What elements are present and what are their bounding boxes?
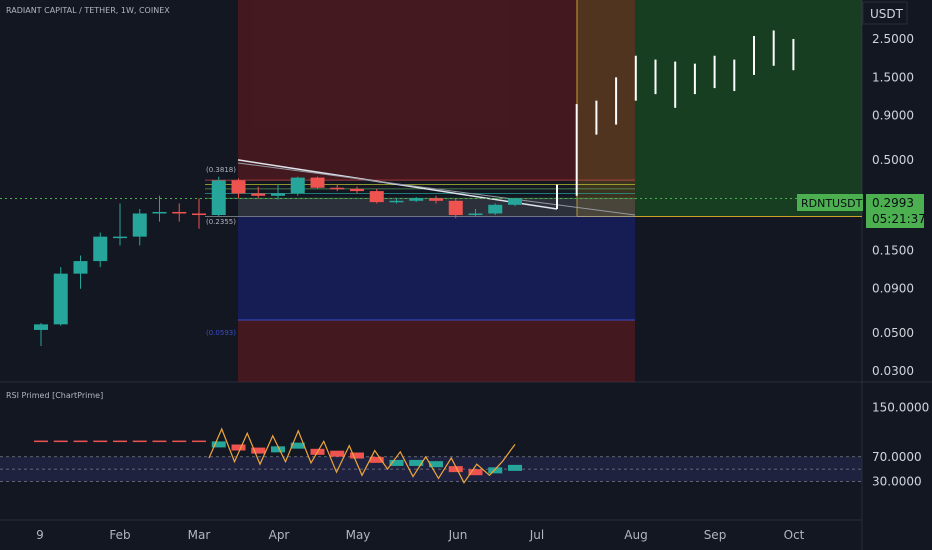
candle-body: [448, 200, 463, 216]
price-tick-label: 1.5000: [872, 70, 914, 84]
fib-label-low: (0.0593): [206, 329, 236, 337]
candle-body: [251, 193, 266, 196]
time-tick-label: Jun: [448, 528, 468, 542]
channel-line: [237, 162, 636, 216]
time-tick-label: Feb: [109, 528, 130, 542]
last-price-value: 0.2993: [872, 196, 914, 210]
unit-label: USDT: [870, 7, 904, 21]
candle-body: [211, 180, 226, 216]
candle-body: [468, 213, 483, 216]
time-tick-label: 9: [36, 528, 44, 542]
candle-body: [350, 188, 364, 192]
candlestick-series: [34, 176, 522, 346]
price-tick-label: 0.0500: [872, 326, 914, 340]
candle-body: [389, 200, 404, 203]
rsi-line: [208, 427, 516, 484]
time-tick-label: Aug: [624, 528, 647, 542]
price-tick-label: 0.5000: [872, 153, 914, 167]
rsi-block: [488, 467, 503, 474]
candle-body: [192, 213, 206, 216]
fib-levels: [205, 179, 635, 217]
chart-title: RADIANT CAPITAL / TETHER, 1W, COINEX: [6, 6, 170, 15]
price-tick-label: 0.9000: [872, 109, 914, 123]
upper-risk-zone: [238, 0, 635, 181]
candle-body: [93, 236, 108, 262]
rsi-block: [231, 444, 246, 451]
rsi-pane: [0, 427, 862, 484]
candle-body: [409, 198, 424, 201]
target-zone: [635, 0, 862, 217]
candle-body: [369, 191, 384, 203]
candle-body: [330, 187, 345, 190]
countdown-value: 05:21:37: [872, 212, 926, 226]
symbol-label: RDNTUSDT: [801, 197, 863, 210]
candle-body: [53, 273, 68, 325]
candle-body: [231, 180, 246, 194]
candle-body: [172, 211, 187, 214]
rsi-axis-ticks: 150.0000 70.0000 30.0000: [872, 400, 929, 488]
price-tick-label: 0.0300: [872, 364, 914, 378]
rsi-block: [429, 461, 443, 468]
rsi-block: [468, 469, 483, 476]
rsi-block: [330, 450, 345, 457]
rsi-tick-label: 30.0000: [872, 474, 922, 488]
time-tick-label: Jul: [529, 528, 544, 542]
time-tick-label: Sep: [704, 528, 727, 542]
fib-shade: [238, 198, 635, 217]
descending-trendline: [237, 159, 558, 210]
price-tick-label: 2.5000: [872, 32, 914, 46]
price-axis-ticks: 2.5000 1.5000 0.9000 0.5000 0.1500 0.0900 0.05…: [872, 32, 914, 378]
candle-body: [152, 211, 167, 214]
rsi-block: [211, 441, 226, 448]
candle-body: [310, 177, 325, 188]
rsi-block: [369, 456, 384, 463]
fib-label-top: (0.3818): [206, 166, 236, 174]
rsi-band: [0, 456, 862, 482]
target-overlap-zone: [577, 0, 635, 217]
candle-body: [508, 198, 522, 205]
rsi-block: [448, 466, 463, 473]
rsi-block: [271, 446, 285, 453]
rsi-block: [389, 459, 404, 466]
projection-series: [556, 30, 795, 210]
symbol-label-box: [797, 194, 863, 211]
rsi-block: [290, 442, 305, 449]
rsi-tick-label: 70.0000: [872, 450, 922, 464]
candle-body: [113, 236, 127, 239]
time-tick-label: Apr: [269, 528, 290, 542]
candle-body: [488, 204, 503, 214]
candle-body: [73, 261, 88, 274]
rsi-block: [350, 452, 364, 459]
time-axis-ticks: 9 Feb Mar Apr May Jun Jul Aug Sep Oct: [36, 528, 804, 542]
candle-body: [429, 198, 443, 201]
candle-body: [271, 193, 285, 196]
lower-zone: [238, 216, 635, 321]
time-tick-label: May: [346, 528, 371, 542]
rsi-block: [409, 459, 424, 466]
rsi-tick-label: 150.0000: [872, 400, 929, 414]
rsi-block: [508, 464, 522, 471]
fib-label-bottom: (0.2355): [206, 218, 236, 226]
last-price-box: [866, 194, 924, 228]
time-tick-label: Mar: [188, 528, 211, 542]
candle-body: [34, 324, 48, 330]
rsi-title: RSI Primed [ChartPrime]: [6, 391, 103, 400]
price-tick-label: 0.0900: [872, 282, 914, 296]
candle-body: [132, 213, 147, 237]
lower-risk-zone: [238, 320, 635, 382]
rsi-block: [251, 447, 266, 454]
time-tick-label: Oct: [784, 528, 805, 542]
unit-box[interactable]: [862, 1, 908, 25]
candle-body: [290, 177, 305, 194]
price-tick-label: 0.1500: [872, 243, 914, 257]
